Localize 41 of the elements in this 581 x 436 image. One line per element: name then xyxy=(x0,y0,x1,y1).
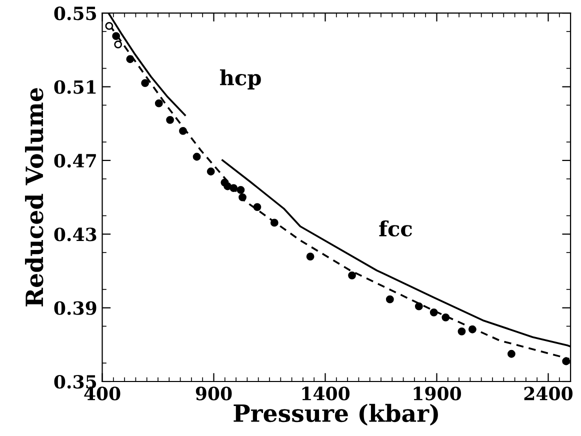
x-tick-label: 1900 xyxy=(414,386,462,400)
x-axis-title: Pressure (kbar) xyxy=(234,404,438,426)
point xyxy=(253,203,262,212)
x-tick-label: 1400 xyxy=(302,386,350,400)
y-tick-label: 0.35 xyxy=(54,374,96,389)
point xyxy=(166,116,174,124)
point xyxy=(348,271,356,280)
point xyxy=(114,40,122,48)
x-tick-label: 400 xyxy=(84,386,120,400)
point xyxy=(238,193,246,202)
point xyxy=(306,252,314,261)
point xyxy=(126,55,134,64)
x-tick-label: 900 xyxy=(196,386,232,400)
y-axis-title: Reduced Volume xyxy=(25,88,44,306)
x-tick-label: 2400 xyxy=(524,386,573,400)
point xyxy=(507,350,516,358)
point xyxy=(442,313,450,322)
point xyxy=(192,152,201,161)
point xyxy=(386,295,394,304)
y-tick-label: 0.39 xyxy=(54,301,96,315)
point xyxy=(224,182,232,190)
point xyxy=(206,168,215,176)
y-tick-label: 0.51 xyxy=(54,80,96,94)
point xyxy=(414,302,423,310)
point xyxy=(458,327,466,336)
point xyxy=(468,325,476,334)
annotation: fcc xyxy=(379,220,412,236)
annotation: hcp xyxy=(220,69,261,90)
y-tick-label: 0.43 xyxy=(54,228,96,242)
point xyxy=(105,22,114,30)
point xyxy=(562,357,570,366)
point xyxy=(236,186,245,194)
y-tick-label: 0.55 xyxy=(54,6,96,20)
point xyxy=(112,32,120,40)
point xyxy=(179,127,187,135)
point xyxy=(230,184,238,192)
point xyxy=(270,218,278,227)
point xyxy=(430,308,438,316)
point xyxy=(141,79,150,88)
y-tick-label: 0.47 xyxy=(54,154,96,168)
point xyxy=(154,99,163,108)
